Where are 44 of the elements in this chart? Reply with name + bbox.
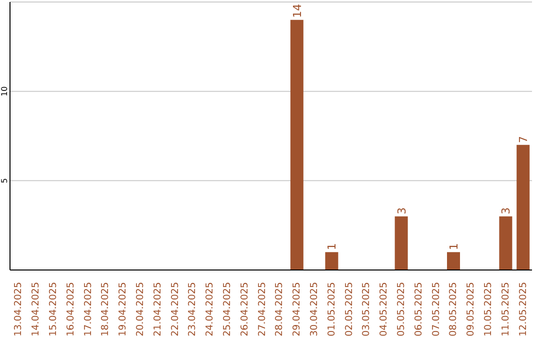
x-tick-label: 27.04.2025	[256, 282, 268, 336]
bar	[325, 252, 338, 270]
bar	[499, 216, 512, 270]
data-label: 14	[290, 4, 304, 18]
x-tick-label: 20.04.2025	[135, 282, 146, 336]
x-tick-label: 06.05.2025	[413, 282, 424, 336]
data-label: 1	[326, 243, 339, 250]
x-tick-label: 03.05.2025	[361, 282, 372, 336]
bar	[447, 252, 460, 270]
x-tick-label: 07.05.2025	[430, 282, 442, 336]
x-tick-label: 04.05.2025	[378, 282, 390, 336]
x-tick-label: 12.05.2025	[518, 282, 529, 336]
x-tick-label: 02.05.2025	[344, 282, 355, 336]
x-tick-label: 08.05.2025	[448, 282, 460, 336]
x-tick-label: 14.04.2025	[30, 282, 42, 336]
x-tick-label: 18.04.2025	[100, 282, 112, 336]
data-label: 1	[448, 243, 460, 250]
x-tick-label: 10.05.2025	[483, 282, 494, 336]
x-tick-label: 17.04.2025	[82, 282, 94, 336]
x-tick-label: 05.05.2025	[396, 282, 407, 336]
x-tick-label: 29.04.2025	[292, 282, 303, 336]
x-tick-label: 19.04.2025	[118, 282, 129, 336]
x-tick-label: 01.05.2025	[326, 282, 338, 336]
x-tick-label: 30.04.2025	[309, 282, 320, 336]
x-tick-label: 16.04.2025	[65, 282, 76, 336]
y-tick-label: 10	[0, 86, 9, 96]
x-tick-label: 26.04.2025	[239, 282, 250, 336]
x-tick-label: 21.04.2025	[152, 282, 164, 336]
x-tick-label: 11.05.2025	[500, 282, 512, 336]
x-tick-label: 28.04.2025	[274, 282, 286, 336]
x-tick-label: 23.04.2025	[187, 282, 198, 336]
x-tick-label: 24.04.2025	[204, 282, 216, 336]
x-tick-label: 13.04.2025	[13, 282, 24, 336]
x-tick-label: 25.04.2025	[222, 282, 233, 336]
y-tick-label: 5	[0, 178, 9, 184]
x-tick-label: 22.04.2025	[170, 282, 181, 336]
data-label: 3	[500, 207, 513, 214]
data-label: 7	[517, 136, 530, 143]
bar	[516, 144, 530, 270]
data-label: 3	[395, 207, 408, 214]
bar	[394, 216, 408, 270]
x-tick-label: 15.04.2025	[48, 282, 59, 336]
bar	[290, 20, 304, 270]
x-tick-label: 09.05.2025	[466, 282, 477, 336]
